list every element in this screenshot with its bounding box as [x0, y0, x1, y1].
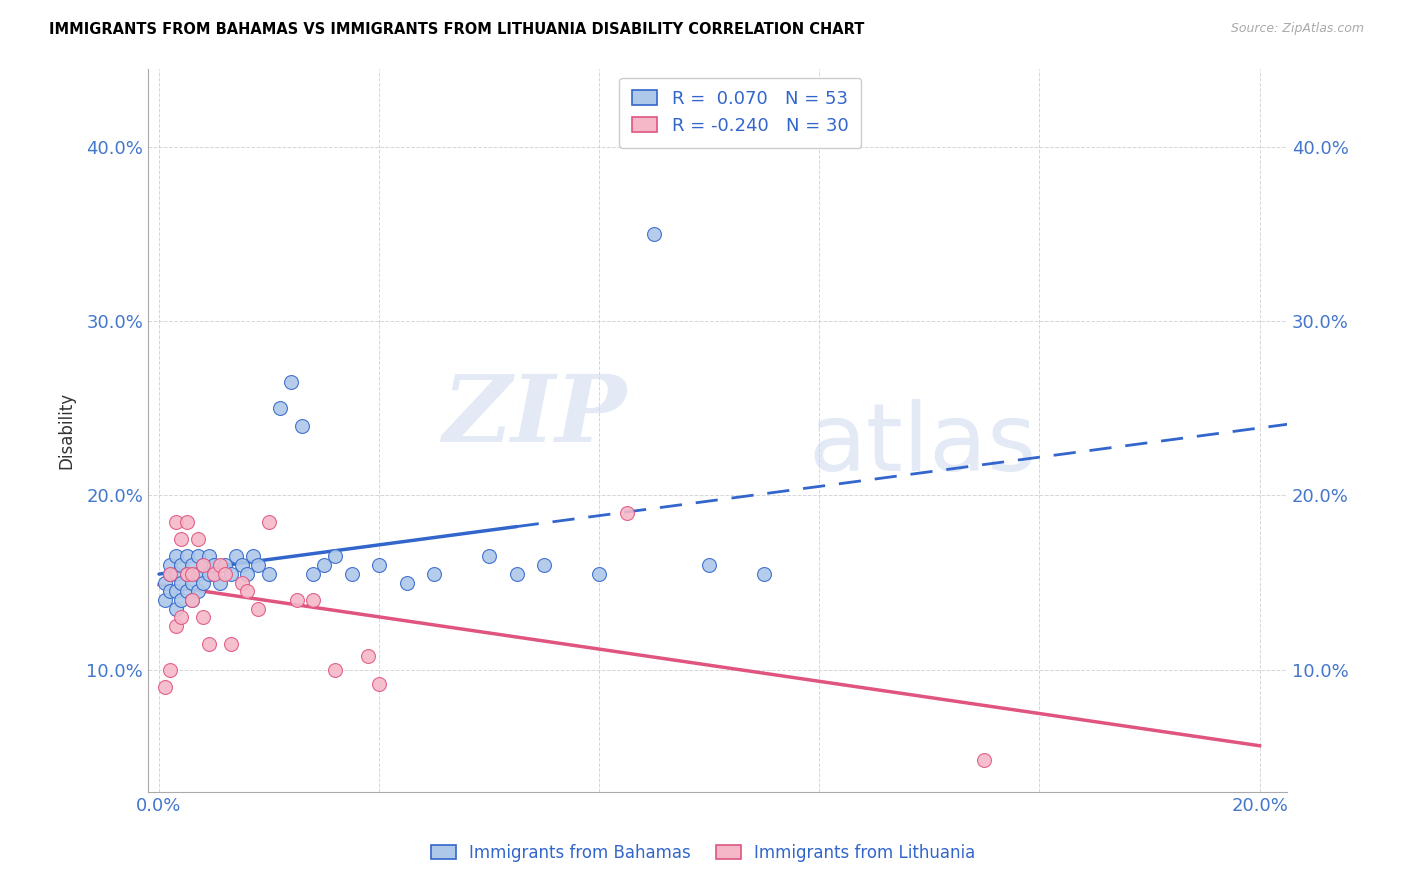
- Point: [616, 506, 638, 520]
- Point: [302, 593, 325, 607]
- Point: [236, 584, 259, 599]
- Point: [176, 566, 198, 581]
- Point: [191, 558, 214, 573]
- Point: [247, 601, 270, 615]
- Point: [202, 566, 225, 581]
- Point: [170, 558, 193, 573]
- Point: [176, 549, 198, 564]
- Point: [165, 566, 187, 581]
- Point: [214, 566, 236, 581]
- Point: [165, 601, 187, 615]
- Point: [478, 549, 501, 564]
- Point: [165, 619, 187, 633]
- Point: [159, 584, 181, 599]
- Point: [506, 566, 529, 581]
- Point: [170, 532, 193, 546]
- Point: [187, 549, 209, 564]
- Point: [159, 566, 181, 581]
- Point: [291, 418, 314, 433]
- Point: [202, 566, 225, 581]
- Point: [214, 558, 236, 573]
- Text: Source: ZipAtlas.com: Source: ZipAtlas.com: [1230, 22, 1364, 36]
- Point: [197, 636, 219, 650]
- Point: [208, 558, 231, 573]
- Point: [187, 532, 209, 546]
- Point: [208, 575, 231, 590]
- Point: [159, 663, 181, 677]
- Point: [754, 566, 776, 581]
- Point: [202, 558, 225, 573]
- Point: [176, 584, 198, 599]
- Point: [257, 566, 280, 581]
- Point: [159, 566, 181, 581]
- Text: ZIP: ZIP: [441, 371, 627, 460]
- Point: [191, 575, 214, 590]
- Point: [176, 566, 198, 581]
- Point: [219, 636, 242, 650]
- Point: [170, 593, 193, 607]
- Point: [181, 593, 204, 607]
- Point: [191, 558, 214, 573]
- Point: [423, 566, 446, 581]
- Point: [340, 566, 363, 581]
- Point: [181, 593, 204, 607]
- Point: [170, 575, 193, 590]
- Point: [395, 575, 418, 590]
- Point: [236, 566, 259, 581]
- Legend: Immigrants from Bahamas, Immigrants from Lithuania: Immigrants from Bahamas, Immigrants from…: [422, 836, 984, 871]
- Point: [973, 753, 995, 767]
- Text: IMMIGRANTS FROM BAHAMAS VS IMMIGRANTS FROM LITHUANIA DISABILITY CORRELATION CHAR: IMMIGRANTS FROM BAHAMAS VS IMMIGRANTS FR…: [49, 22, 865, 37]
- Point: [257, 515, 280, 529]
- Point: [165, 584, 187, 599]
- Point: [159, 558, 181, 573]
- Text: atlas: atlas: [808, 399, 1038, 491]
- Point: [269, 401, 291, 416]
- Point: [225, 549, 247, 564]
- Point: [153, 593, 176, 607]
- Point: [533, 558, 555, 573]
- Point: [323, 549, 346, 564]
- Point: [197, 566, 219, 581]
- Point: [165, 515, 187, 529]
- Point: [247, 558, 270, 573]
- Point: [368, 558, 391, 573]
- Point: [187, 584, 209, 599]
- Point: [231, 575, 253, 590]
- Y-axis label: Disability: Disability: [58, 392, 75, 468]
- Point: [181, 566, 204, 581]
- Point: [191, 610, 214, 624]
- Point: [187, 566, 209, 581]
- Point: [314, 558, 336, 573]
- Point: [280, 375, 302, 389]
- Legend: R =  0.070   N = 53, R = -0.240   N = 30: R = 0.070 N = 53, R = -0.240 N = 30: [620, 78, 862, 148]
- Point: [285, 593, 308, 607]
- Point: [165, 549, 187, 564]
- Point: [231, 558, 253, 573]
- Point: [153, 575, 176, 590]
- Point: [643, 227, 665, 241]
- Point: [697, 558, 720, 573]
- Point: [176, 515, 198, 529]
- Point: [197, 549, 219, 564]
- Point: [588, 566, 610, 581]
- Point: [242, 549, 264, 564]
- Point: [219, 566, 242, 581]
- Point: [181, 575, 204, 590]
- Point: [357, 648, 380, 663]
- Point: [181, 558, 204, 573]
- Point: [153, 680, 176, 694]
- Point: [368, 676, 391, 690]
- Point: [323, 663, 346, 677]
- Point: [302, 566, 325, 581]
- Point: [170, 610, 193, 624]
